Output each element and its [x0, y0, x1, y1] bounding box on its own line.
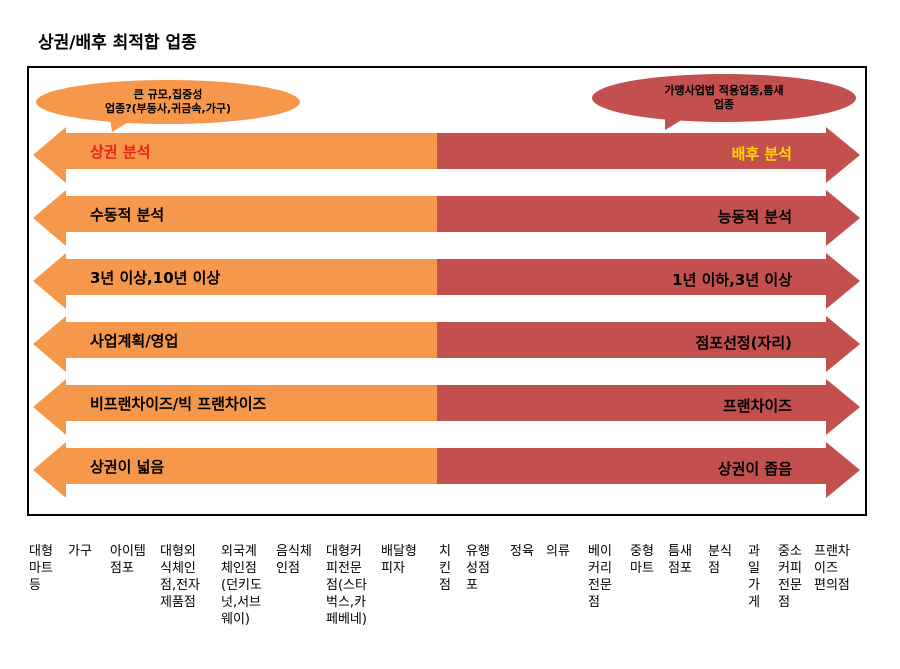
- left-arrow-segment: [33, 253, 437, 309]
- category-label: 프랜차 이즈 편의점: [814, 544, 850, 593]
- left-row-label: 사업계획/영업: [90, 332, 179, 350]
- left-row-label: 상권 분석: [90, 143, 151, 161]
- category-label: 베이 커리 전문 점: [588, 544, 612, 610]
- category-label: 중소 커피 전문 점: [778, 544, 802, 610]
- category-label: 대형외 식체인 점,전자 제품점: [160, 544, 201, 610]
- right-arrow-segment: [437, 442, 860, 498]
- left-arrow-segment: [33, 379, 437, 435]
- category-label: 의류: [546, 544, 570, 559]
- right-row-label: 배후 분석: [731, 145, 792, 163]
- category-label: 과 일 가 게: [748, 544, 760, 610]
- category-label: 분식 점: [708, 544, 732, 576]
- left-row-label: 상권이 넓음: [90, 458, 165, 476]
- right-arrow-segment: [437, 190, 860, 246]
- category-label: 틈새 점포: [668, 544, 692, 576]
- right-row-label: 1년 이하,3년 이상: [672, 271, 792, 289]
- right-arrow-segment: [437, 316, 860, 372]
- right-row-label: 상권이 좁음: [717, 460, 792, 478]
- left-row-label: 수동적 분석: [90, 206, 165, 224]
- category-label: 가구: [68, 544, 92, 559]
- category-label: 대형커 피전문 점(스타 벅스,카 페베네): [326, 544, 367, 627]
- right-arrow-segment: [437, 379, 860, 435]
- category-label: 배달형 피자: [381, 544, 417, 576]
- left-bubble-text: 큰 규모,집중성 업종?(부동사,귀금속,가구): [105, 88, 231, 115]
- page-title: 상권/배후 최적합 업종: [38, 33, 197, 53]
- category-label: 정육: [510, 544, 534, 559]
- category-label: 중형 마트: [630, 544, 654, 576]
- left-arrow-segment: [33, 190, 437, 246]
- left-arrow-segment: [33, 316, 437, 372]
- right-row-label: 능동적 분석: [717, 208, 792, 226]
- category-label: 음식체 인점: [276, 544, 312, 576]
- left-arrow-segment: [33, 442, 437, 498]
- category-label: 아이템 점포: [110, 544, 146, 576]
- right-arrow-segment: [437, 127, 860, 183]
- right-bubble: [592, 74, 856, 130]
- category-label: 외국계 체인점 (던키도 넛,서브 웨이): [221, 544, 262, 627]
- left-bubble: [36, 80, 300, 132]
- right-bubble-text: 가맹사업법 적용업종,틈새 업종: [664, 84, 784, 111]
- left-row-label: 3년 이상,10년 이상: [90, 269, 221, 287]
- right-row-label: 점포선정(자리): [695, 334, 792, 352]
- category-label: 치 킨 점: [439, 544, 451, 593]
- right-row-label: 프랜차이즈: [722, 397, 792, 415]
- left-row-label: 비프랜차이즈/빅 프랜차이즈: [90, 395, 267, 413]
- right-arrow-segment: [437, 253, 860, 309]
- left-arrow-segment: [33, 127, 437, 183]
- category-label: 대형 마트 등: [29, 544, 53, 593]
- category-label: 유행 성점 포: [466, 544, 490, 593]
